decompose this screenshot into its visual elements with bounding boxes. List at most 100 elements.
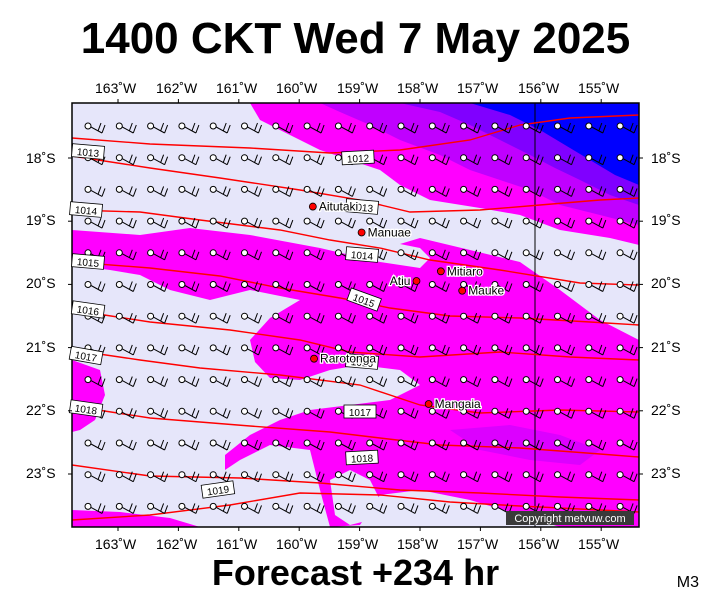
wind-barb [522, 471, 544, 483]
wind-barbs [84, 122, 638, 514]
wind-barb [460, 154, 482, 166]
lon-label: 160˚W [276, 536, 318, 552]
wind-barb [241, 407, 262, 419]
lon-label: 159˚W [337, 536, 379, 552]
wind-barb [147, 471, 169, 483]
wind-barb [241, 376, 262, 388]
wind-barb [209, 439, 231, 451]
wind-barb [84, 281, 106, 292]
lon-label: 158˚W [397, 80, 439, 96]
wind-barb [460, 217, 482, 229]
wind-barb [366, 344, 388, 356]
wind-barb [178, 502, 200, 514]
wind-barb [397, 344, 419, 356]
wind-barb [209, 502, 231, 514]
wind-barb [585, 407, 607, 419]
wind-barb [428, 344, 450, 356]
wind-barb [209, 154, 231, 166]
wind-barb [397, 185, 419, 197]
wind-barb [460, 312, 482, 324]
isobar-label: 1016 [70, 300, 106, 319]
wind-barb [522, 502, 544, 514]
island-name: Rarotonga [320, 352, 376, 366]
wind-barb [334, 376, 356, 388]
wind-barb [334, 217, 356, 229]
wind-barb [366, 312, 388, 324]
wind-barb [115, 281, 137, 292]
wind-barb [147, 154, 169, 166]
wind-barb [460, 185, 482, 197]
wind-barb [303, 407, 325, 419]
wind-barb [303, 217, 325, 229]
wind-barb [491, 217, 513, 229]
wind-barb [303, 185, 325, 197]
wind-barb [554, 217, 575, 229]
model-label: M3 [676, 574, 699, 591]
wind-barb [115, 376, 137, 388]
wind-barb [428, 407, 450, 419]
wind-barb [428, 376, 450, 388]
wind-barb [241, 217, 262, 229]
lat-label: 21˚S [651, 339, 681, 355]
wind-barb [397, 471, 419, 483]
wind-barb [84, 439, 106, 451]
wind-barb [460, 471, 482, 483]
wind-barb [147, 376, 169, 388]
wind-barb [178, 471, 200, 483]
wind-barb [241, 122, 262, 134]
island-name: Mangaia [435, 397, 481, 411]
wind-barb [522, 217, 544, 229]
isobars [72, 114, 639, 521]
wind-barb [241, 439, 262, 451]
lon-label: 158˚W [397, 536, 439, 552]
wind-barb [178, 122, 200, 134]
island-marker: Aitutaki [308, 198, 359, 215]
wind-barb [397, 439, 419, 451]
wind-barb [241, 154, 262, 166]
islands: Aitutaki Manuae Mitiaro Atiu Mauke Rarotonga M… [308, 198, 506, 412]
wind-barb [554, 185, 575, 197]
lat-label: 20˚S [651, 275, 681, 291]
wind-barb [554, 281, 575, 292]
wind-barb [585, 185, 607, 197]
svg-text:1018: 1018 [351, 453, 374, 465]
wind-barb [522, 344, 544, 356]
wind-barb [209, 312, 231, 324]
wind-barb [272, 502, 294, 514]
wind-barb [84, 502, 106, 514]
svg-text:1018: 1018 [74, 403, 98, 417]
svg-text:1013: 1013 [76, 147, 100, 160]
isobar-label: 1012 [341, 149, 375, 166]
wind-barb [178, 154, 200, 166]
wind-barb [147, 281, 169, 292]
wind-barb [115, 312, 137, 324]
wind-barb [272, 471, 294, 483]
wind-barb [585, 312, 607, 324]
svg-text:1017: 1017 [74, 350, 98, 365]
wind-barb [522, 249, 544, 261]
wind-barb [147, 407, 169, 419]
wind-barb [554, 344, 575, 356]
wind-barb [585, 344, 607, 356]
wind-barb [522, 376, 544, 388]
wind-barb [491, 344, 513, 356]
wind-barb [209, 407, 231, 419]
wind-barb [522, 185, 544, 197]
wind-barb [303, 154, 325, 166]
wind-barb [272, 407, 294, 419]
lon-label: 161˚W [216, 536, 258, 552]
rain-area-north-heavy [470, 103, 639, 185]
lat-label: 19˚S [26, 212, 56, 228]
isobar-label: 1013 [71, 143, 105, 160]
svg-text:1015: 1015 [76, 257, 100, 270]
wind-barb [491, 376, 513, 388]
wind-barb [209, 281, 231, 292]
wind-barb [428, 185, 450, 197]
lon-label: 161˚W [216, 80, 258, 96]
wind-barb [616, 502, 638, 514]
island-name: Atiu [390, 274, 411, 288]
wind-barb [334, 312, 356, 324]
island-marker: Rarotonga [310, 350, 378, 367]
wind-barb [585, 471, 607, 483]
